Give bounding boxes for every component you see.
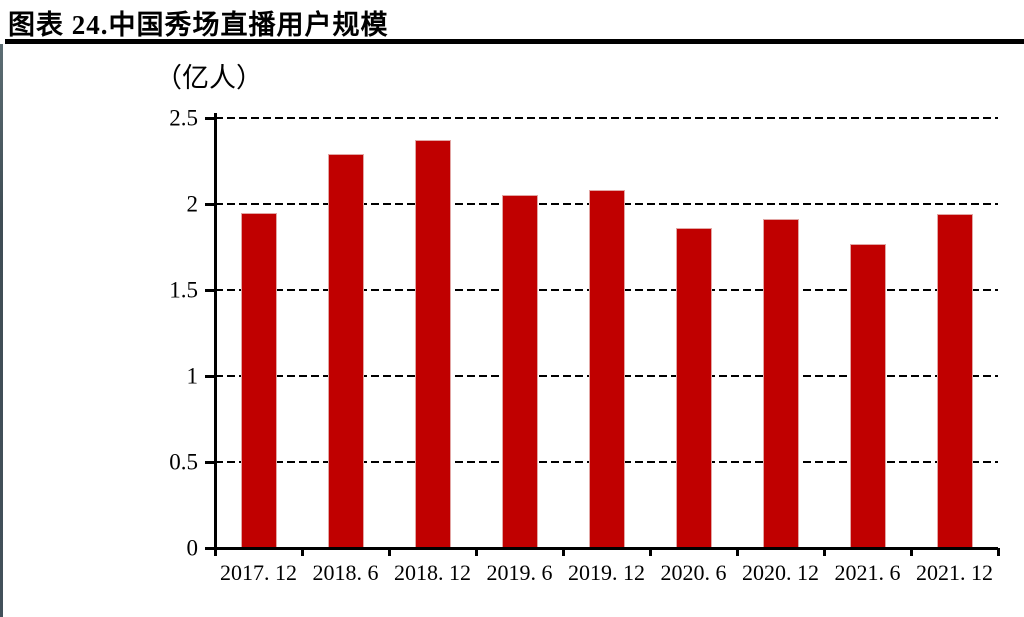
- y-axis-tick: [205, 374, 215, 378]
- y-tick-label: 0: [186, 535, 199, 561]
- y-tick-label: 1.5: [169, 277, 198, 303]
- x-tick-label: 2021. 6: [834, 560, 901, 585]
- x-tick-label: 2018. 6: [312, 560, 379, 585]
- x-axis-tick: [909, 548, 913, 556]
- y-axis-tick: [205, 202, 215, 206]
- gridline-y-2.5: [215, 117, 998, 119]
- y-tick-label: 1: [186, 363, 199, 389]
- x-tick-label: 2021. 12: [916, 560, 993, 585]
- y-axis-unit-label: （亿人）: [155, 63, 263, 93]
- y-axis-tick: [205, 546, 215, 550]
- x-axis-tick: [996, 548, 1000, 556]
- x-tick-label: 2019. 6: [486, 560, 553, 585]
- x-tick-label: 2018. 12: [394, 560, 471, 585]
- x-tick-label: 2019. 12: [568, 560, 645, 585]
- page-left-border: [0, 44, 3, 617]
- bar-2018-6: [327, 154, 364, 548]
- bar-2019-6: [501, 195, 538, 548]
- bar-2021-12: [936, 214, 973, 548]
- x-axis-tick: [387, 548, 391, 556]
- y-tick-label: 2: [186, 191, 199, 217]
- x-axis-tick: [822, 548, 826, 556]
- bar-2017-12: [240, 212, 277, 548]
- bar-2019-12: [588, 190, 625, 548]
- x-axis-tick: [735, 548, 739, 556]
- y-axis-line: [213, 113, 217, 550]
- bar-2020-12: [762, 219, 799, 548]
- y-axis-tick: [205, 116, 215, 120]
- y-axis-tick: [205, 460, 215, 464]
- x-axis-line: [215, 546, 998, 550]
- x-tick-label: 2020. 6: [660, 560, 727, 585]
- x-tick-label: 2017. 12: [220, 560, 297, 585]
- plot-area: 0 0.5 1 1.5 2 2.5 2017. 12 2018. 6 2018. 12 2019.…: [169, 107, 1000, 585]
- x-axis-tick: [213, 548, 217, 556]
- y-tick-label: 0.5: [169, 449, 198, 475]
- y-tick-label: 2.5: [169, 105, 198, 131]
- title-divider-rule: [5, 39, 1024, 44]
- bar-2018-12: [414, 140, 451, 548]
- figure-title: 图表 24.中国秀场直播用户规模: [8, 10, 389, 40]
- x-axis-tick: [300, 548, 304, 556]
- x-axis-tick: [561, 548, 565, 556]
- y-axis-tick: [205, 288, 215, 292]
- x-axis-tick: [648, 548, 652, 556]
- bar-2021-6: [849, 243, 886, 548]
- x-tick-label: 2020. 12: [742, 560, 819, 585]
- bar-2020-6: [675, 228, 712, 548]
- x-axis-tick: [474, 548, 478, 556]
